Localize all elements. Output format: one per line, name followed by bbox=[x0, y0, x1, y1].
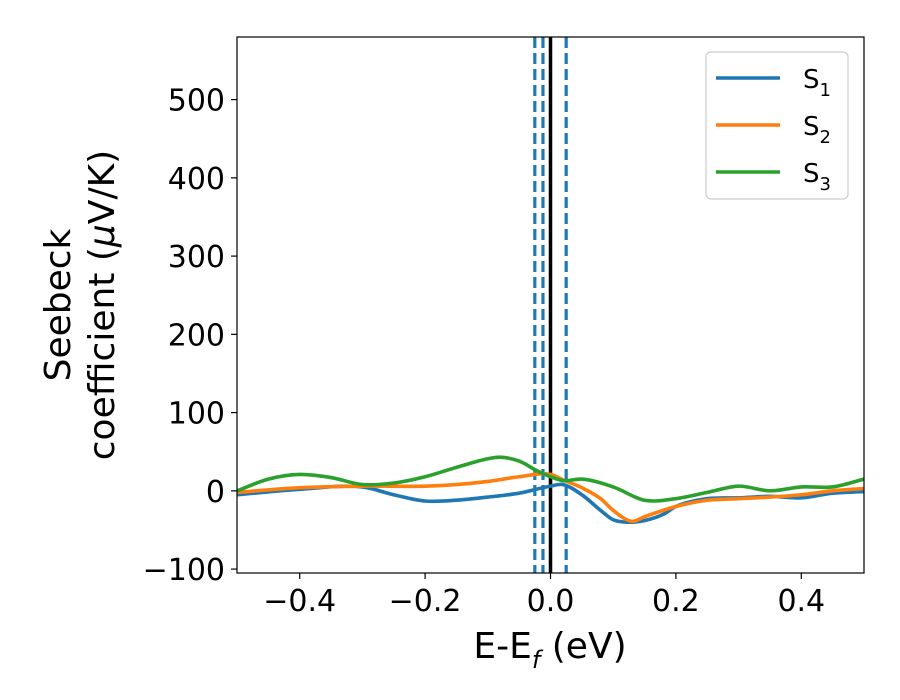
y-tick-label: 500 bbox=[168, 84, 225, 119]
x-tick-label: −0.4 bbox=[263, 584, 336, 619]
series-lines bbox=[237, 455, 864, 525]
x-tick-label: 0.2 bbox=[652, 584, 700, 619]
y-axis-ticks: −100 0 100 200 300 400 500 bbox=[143, 84, 237, 588]
y-axis-label: Seebeck coefficient (μV/K) bbox=[38, 150, 123, 460]
y-axis-label-mu: μ bbox=[82, 224, 123, 248]
y-tick-label: 400 bbox=[168, 162, 225, 197]
y-axis-label-line2-post: V/K) bbox=[82, 150, 123, 224]
y-tick-label: −100 bbox=[143, 553, 225, 588]
y-tick-label: 0 bbox=[206, 475, 225, 510]
x-tick-label: −0.2 bbox=[389, 584, 462, 619]
reference-lines bbox=[533, 37, 568, 573]
legend: S1 S2 S3 bbox=[705, 51, 849, 200]
y-tick-label: 100 bbox=[168, 397, 225, 432]
legend-label-s1: S1 bbox=[803, 65, 831, 101]
series-line-s3 bbox=[237, 455, 864, 503]
x-axis-ticks: −0.4 −0.2 0.0 0.2 0.4 bbox=[263, 573, 825, 619]
series-line-s2 bbox=[237, 472, 864, 524]
y-axis-label-line1: Seebeck bbox=[38, 228, 79, 381]
y-axis-label-line2-pre: coefficient ( bbox=[82, 247, 123, 460]
x-axis-label-main: E-E bbox=[473, 626, 531, 667]
x-tick-label: 0.4 bbox=[777, 584, 825, 619]
legend-label-s2: S2 bbox=[803, 112, 831, 148]
y-tick-label: 300 bbox=[168, 240, 225, 275]
x-tick-label: 0.0 bbox=[527, 584, 575, 619]
y-axis-label-line2: coefficient (μV/K) bbox=[82, 150, 123, 460]
legend-label-s3: S3 bbox=[803, 159, 831, 195]
y-tick-label: 200 bbox=[168, 318, 225, 353]
x-axis-label-unit: (eV) bbox=[540, 626, 626, 667]
x-axis-label: E-Ef (eV) bbox=[473, 626, 626, 674]
